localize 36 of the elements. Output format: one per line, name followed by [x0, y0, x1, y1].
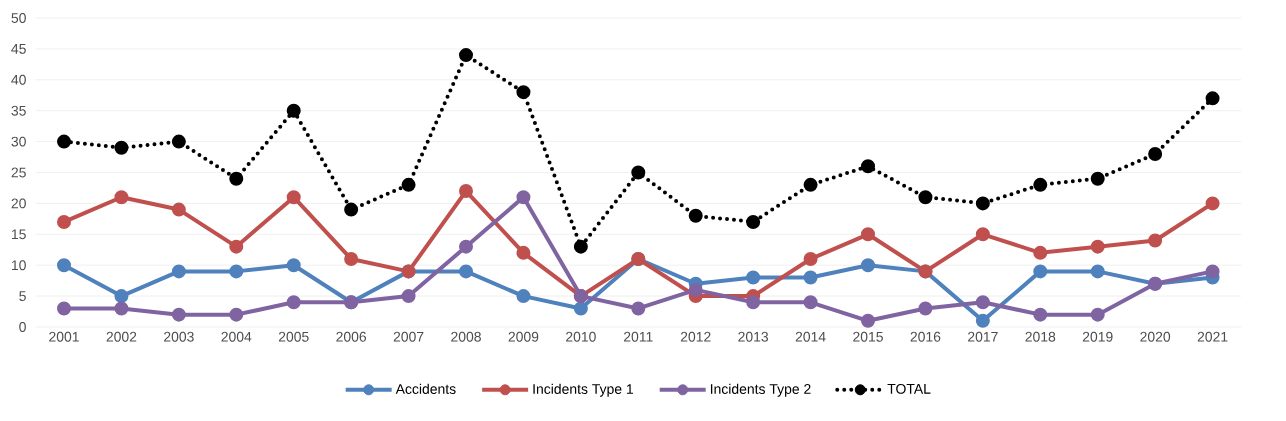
x-tick-label: 2007	[393, 331, 424, 342]
y-tick-label: 45	[11, 44, 26, 54]
y-tick-label: 20	[11, 198, 26, 209]
y-tick-label: 15	[11, 229, 26, 240]
x-tick-label: 2013	[738, 331, 769, 342]
legend-label: Incidents Type 1	[533, 383, 633, 397]
y-tick-label: 40	[11, 74, 26, 85]
y-tick-label: 10	[11, 260, 26, 271]
legend-label: Accidents	[395, 383, 456, 394]
legend-label: TOTAL	[887, 383, 931, 394]
x-tick-label: 2005	[278, 331, 309, 342]
x-tick-label: 2010	[566, 331, 596, 342]
y-tick-label: 30	[11, 136, 26, 147]
x-tick-label: 2014	[795, 331, 826, 342]
y-tick-label: 0	[19, 322, 26, 332]
x-tick-label: 2015	[853, 331, 883, 342]
x-tick-label: 2004	[221, 331, 252, 342]
y-tick-label: 50	[11, 13, 26, 23]
x-tick-label: 2006	[336, 331, 367, 342]
x-tick-label: 2008	[451, 331, 481, 342]
y-tick-label: 5	[19, 291, 26, 301]
x-tick-label: 2019	[1082, 331, 1113, 342]
x-tick-label: 2003	[164, 331, 194, 342]
x-tick-label: 2018	[1025, 331, 1056, 342]
x-tick-label: 2017	[968, 331, 998, 342]
y-tick-label: 25	[11, 167, 26, 178]
x-tick-label: 2002	[106, 331, 137, 342]
legend-label: Incidents Type 2	[710, 383, 811, 397]
x-tick-label: 2011	[624, 331, 653, 342]
x-tick-label: 2021	[1197, 331, 1228, 342]
x-tick-label: 2009	[508, 331, 539, 342]
y-tick-label: 35	[11, 105, 26, 116]
x-tick-label: 2012	[680, 331, 711, 342]
x-tick-label: 2001	[49, 331, 79, 342]
x-tick-label: 2020	[1140, 331, 1171, 342]
x-tick-label: 2016	[910, 331, 941, 342]
